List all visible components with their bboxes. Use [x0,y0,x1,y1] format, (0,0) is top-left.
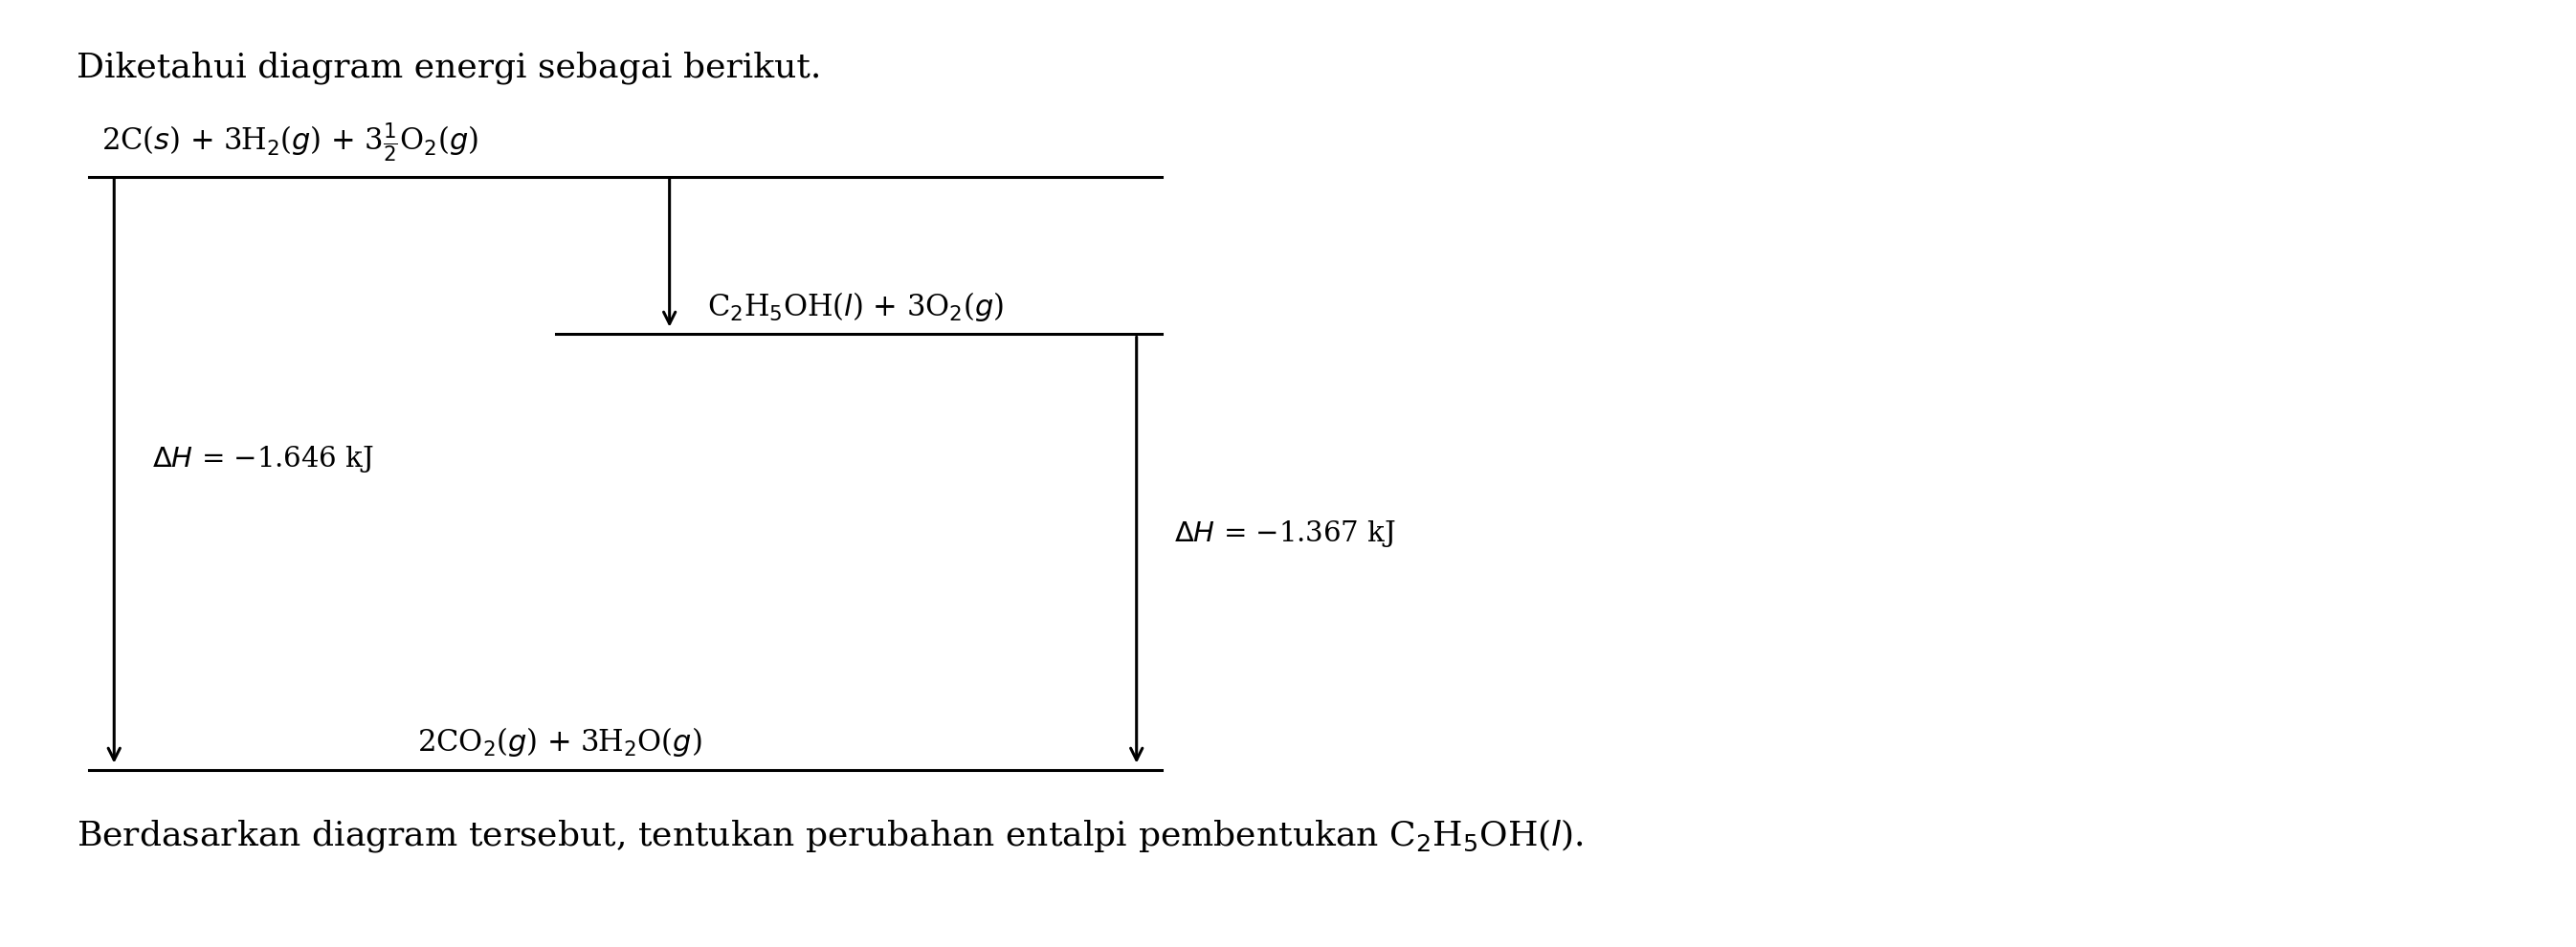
Text: $\Delta H$ = $-$1.367 kJ: $\Delta H$ = $-$1.367 kJ [1175,519,1396,549]
Text: 2C($s$) + 3H$_2$($g$) + 3$\frac{1}{2}$O$_2$($g$): 2C($s$) + 3H$_2$($g$) + 3$\frac{1}{2}$O$… [100,121,479,165]
Text: $\Delta H$ = $-$1.646 kJ: $\Delta H$ = $-$1.646 kJ [152,444,374,474]
Text: Berdasarkan diagram tersebut, tentukan perubahan entalpi pembentukan C$_2$H$_5$O: Berdasarkan diagram tersebut, tentukan p… [77,817,1584,854]
Text: 2CO$_2$($g$) + 3H$_2$O($g$): 2CO$_2$($g$) + 3H$_2$O($g$) [417,725,701,759]
Text: C$_2$H$_5$OH($l$) + 3O$_2$($g$): C$_2$H$_5$OH($l$) + 3O$_2$($g$) [708,290,1005,323]
Text: Diketahui diagram energi sebagai berikut.: Diketahui diagram energi sebagai berikut… [77,51,822,84]
